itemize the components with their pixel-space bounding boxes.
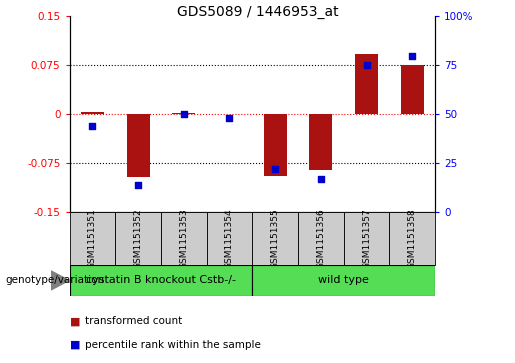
Point [317, 176, 325, 182]
Text: genotype/variation: genotype/variation [5, 276, 104, 285]
Bar [115, 212, 161, 265]
Bar [252, 212, 298, 265]
Point [180, 111, 188, 117]
Text: GSM1151356: GSM1151356 [316, 208, 325, 269]
Text: GSM1151351: GSM1151351 [88, 208, 97, 269]
Bar [264, 114, 287, 176]
Bar [344, 212, 389, 265]
Bar [401, 65, 424, 114]
Bar [298, 212, 344, 265]
Text: percentile rank within the sample: percentile rank within the sample [85, 340, 261, 350]
Point [408, 53, 417, 58]
Bar [161, 212, 207, 265]
Bar [389, 212, 435, 265]
Bar [173, 113, 195, 114]
Polygon shape [51, 271, 69, 290]
Text: transformed count: transformed count [85, 316, 182, 326]
Point [88, 123, 96, 129]
Point [134, 182, 142, 188]
Text: ■: ■ [70, 316, 80, 326]
Text: cystatin B knockout Cstb-/-: cystatin B knockout Cstb-/- [86, 276, 236, 285]
Bar [252, 265, 435, 296]
Bar [355, 54, 378, 114]
Bar [70, 265, 252, 296]
Text: GSM1151353: GSM1151353 [179, 208, 188, 269]
Text: GDS5089 / 1446953_at: GDS5089 / 1446953_at [177, 5, 338, 20]
Text: wild type: wild type [318, 276, 369, 285]
Text: GSM1151355: GSM1151355 [271, 208, 280, 269]
Text: ■: ■ [70, 340, 80, 350]
Point [363, 62, 371, 68]
Bar [70, 212, 115, 265]
Bar [127, 114, 149, 177]
Bar [310, 114, 332, 170]
Bar [207, 212, 252, 265]
Text: GSM1151358: GSM1151358 [408, 208, 417, 269]
Text: GSM1151352: GSM1151352 [133, 208, 143, 269]
Text: GSM1151357: GSM1151357 [362, 208, 371, 269]
Bar [81, 113, 104, 114]
Point [271, 166, 279, 172]
Point [226, 115, 234, 121]
Text: GSM1151354: GSM1151354 [225, 208, 234, 269]
